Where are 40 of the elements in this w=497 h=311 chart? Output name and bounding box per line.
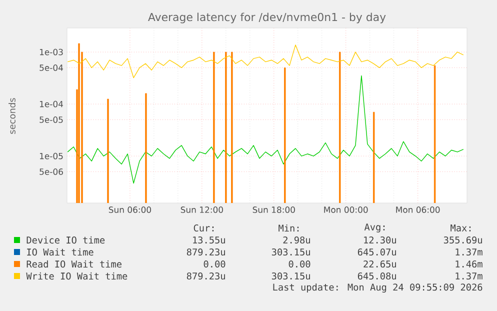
chart-title: Average latency for /dev/nvme0n1 - by day [148,12,386,24]
x-tick-label: Sun 18:00 [252,206,295,213]
line-series [67,75,464,184]
x-tick-label: Sun 12:00 [180,206,223,213]
text: 1.37m [456,272,482,280]
legend-label: Read IO Wait time [26,260,122,268]
text: 879.23u [186,248,225,256]
text: 0.00 [204,260,226,268]
text: 12.30u [364,236,396,244]
text: 2.98u [283,236,310,244]
x-tick-label: Mon 06:00 [396,206,440,213]
y-tick-label: 5e-05 [40,116,63,123]
text: 645.08u [358,272,396,280]
x-tick-label: Mon 00:00 [324,206,368,213]
text: 303.15u [272,248,310,256]
text: 1.46m [456,260,482,268]
y-tick-label: 5e-04 [40,64,63,71]
text: Max: [450,224,471,232]
text: Last update: Mon Aug 24 09:55:09 2026 [273,283,482,293]
text: 303.15u [272,272,310,280]
text: 0.00 [288,260,310,268]
text: 1.37m [456,248,482,256]
line-series [67,44,464,78]
text: Cur: [194,224,214,232]
text: 13.55u [193,236,225,244]
legend-label: Write IO Wait time [26,272,128,280]
legend-label: Device IO time [26,236,105,244]
y-tick-label: 1e-04 [40,100,63,108]
y-tick-label: 1e-03 [40,48,63,56]
text: 22.65u [364,260,396,268]
y-tick-label: 5e-06 [40,168,63,175]
legend-label: IO Wait time [27,248,94,256]
y-axis-title: seconds [8,98,16,134]
x-tick-label: Sun 06:00 [108,206,152,213]
text: 355.69u [444,236,482,244]
text: 645.07u [358,248,396,256]
text: Avg: [364,224,385,232]
y-tick-label: 1e-05 [40,152,63,160]
text: 879.23u [186,272,225,280]
text: Min: [278,224,299,232]
